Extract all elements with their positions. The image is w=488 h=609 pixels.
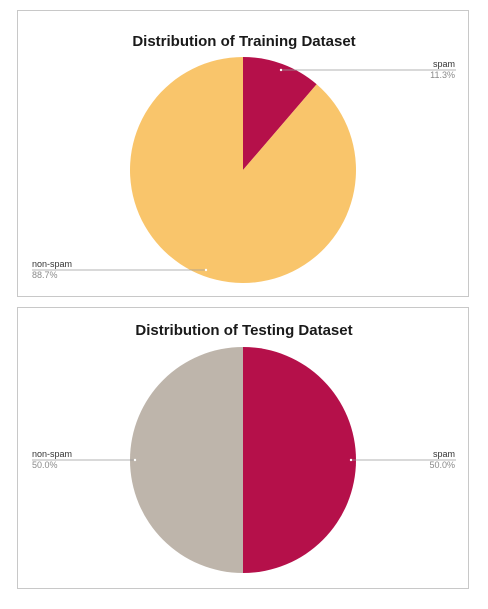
testing-chart-title: Distribution of Testing Dataset (135, 322, 352, 339)
training-non-spam-percent: 88.7% (32, 270, 58, 280)
testing-slice-spam (243, 347, 356, 573)
training-non-spam-label: non-spam (32, 259, 72, 269)
testing-spam-label: spam (433, 449, 455, 459)
training-chart-panel: Distribution of Training Dataset spam 11… (17, 10, 469, 297)
testing-chart-panel: Distribution of Testing Dataset spam 50.… (17, 307, 469, 589)
testing-slice-non-spam (130, 347, 243, 573)
testing-non-spam-leader-dot (133, 458, 137, 462)
testing-spam-percent: 50.0% (429, 460, 455, 470)
testing-non-spam-percent: 50.0% (32, 460, 58, 470)
training-slice-spam (243, 57, 317, 170)
training-spam-leader-dot (279, 68, 283, 72)
testing-pie-chart: Distribution of Testing Dataset spam 50.… (32, 322, 456, 573)
training-spam-label: spam (433, 59, 455, 69)
training-non-spam-leader-dot (204, 268, 208, 272)
training-spam-percent: 11.3% (430, 70, 455, 80)
training-pie-chart: Distribution of Training Dataset spam 11… (32, 33, 456, 284)
testing-spam-leader-dot (349, 458, 353, 462)
testing-non-spam-label: non-spam (32, 449, 72, 459)
training-chart-title: Distribution of Training Dataset (132, 33, 355, 50)
training-slice-non-spam (129, 56, 356, 284)
